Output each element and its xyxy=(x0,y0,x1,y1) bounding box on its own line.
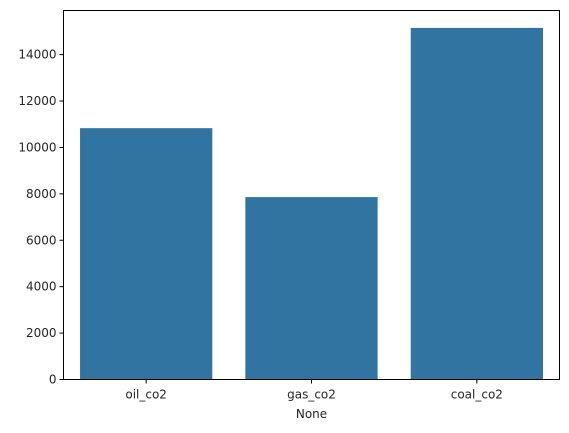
y-tick-label: 14000 xyxy=(18,48,56,62)
y-tick-label: 4000 xyxy=(26,280,57,294)
x-tick-label: oil_co2 xyxy=(125,388,167,402)
x-tick-label: coal_co2 xyxy=(451,388,503,402)
y-axis: 0 2000 4000 6000 8000 10000 12000 14000 xyxy=(18,48,64,387)
bar-gas_co2 xyxy=(245,197,378,380)
y-tick-label: 0 xyxy=(49,373,57,387)
x-axis: oil_co2 gas_co2 coal_co2 xyxy=(125,379,503,402)
y-tick-label: 6000 xyxy=(26,233,57,247)
x-tick-label: gas_co2 xyxy=(287,388,336,402)
y-tick-label: 12000 xyxy=(18,94,56,108)
bars-group xyxy=(80,27,543,380)
y-tick-label: 8000 xyxy=(26,187,57,201)
bar-oil_co2 xyxy=(80,128,213,380)
plot-frame xyxy=(63,10,560,380)
y-tick-label: 2000 xyxy=(26,326,57,340)
y-tick-label: 10000 xyxy=(18,140,56,154)
bar-coal_co2 xyxy=(410,27,543,380)
x-axis-title: None xyxy=(296,407,327,421)
